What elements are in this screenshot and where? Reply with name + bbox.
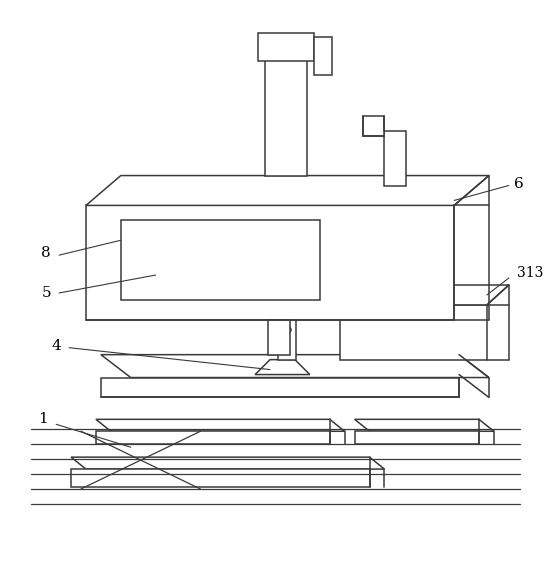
Polygon shape bbox=[101, 378, 459, 397]
Text: 1: 1 bbox=[39, 412, 48, 426]
Text: 313: 313 bbox=[517, 266, 543, 280]
Text: 5: 5 bbox=[41, 286, 51, 300]
Polygon shape bbox=[101, 355, 489, 378]
Polygon shape bbox=[363, 116, 385, 136]
Polygon shape bbox=[86, 176, 489, 205]
Polygon shape bbox=[355, 420, 494, 431]
Polygon shape bbox=[339, 305, 487, 360]
Polygon shape bbox=[355, 431, 479, 444]
Polygon shape bbox=[96, 431, 329, 444]
Polygon shape bbox=[258, 33, 314, 61]
Polygon shape bbox=[71, 469, 370, 487]
Polygon shape bbox=[268, 320, 290, 355]
Polygon shape bbox=[339, 285, 509, 305]
Polygon shape bbox=[255, 360, 310, 375]
Polygon shape bbox=[278, 315, 296, 360]
Text: 6: 6 bbox=[514, 177, 523, 191]
Polygon shape bbox=[314, 37, 332, 75]
Polygon shape bbox=[96, 420, 344, 431]
Polygon shape bbox=[121, 220, 320, 300]
Text: 4: 4 bbox=[51, 339, 61, 352]
Polygon shape bbox=[385, 131, 406, 185]
Text: 8: 8 bbox=[41, 246, 51, 260]
Polygon shape bbox=[71, 457, 385, 469]
Polygon shape bbox=[265, 56, 307, 176]
Polygon shape bbox=[86, 205, 454, 320]
